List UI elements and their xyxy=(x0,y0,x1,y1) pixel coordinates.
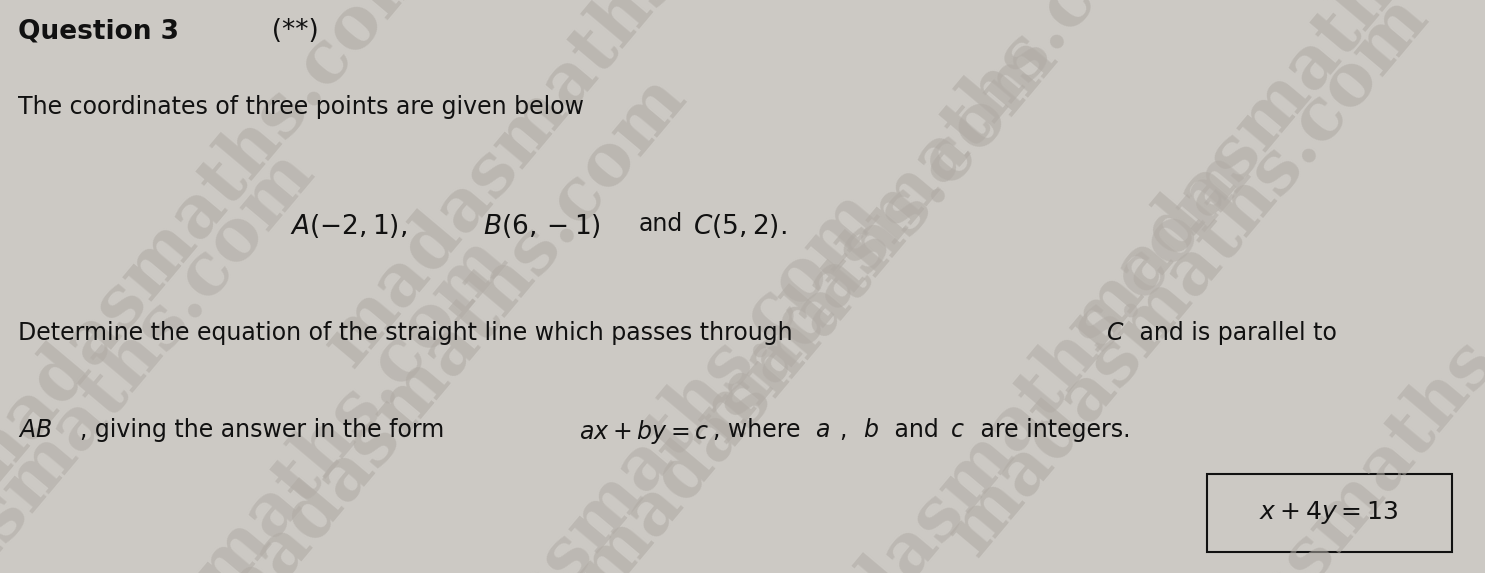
Text: madasmaths.com: madasmaths.com xyxy=(310,0,818,379)
Text: , giving the answer in the form: , giving the answer in the form xyxy=(80,418,451,442)
Text: $ax+by=c$: $ax+by=c$ xyxy=(579,418,710,446)
Text: madasmaths.com: madasmaths.com xyxy=(13,223,521,573)
Text: Question 3: Question 3 xyxy=(18,18,178,44)
Text: The coordinates of three points are given below: The coordinates of three points are give… xyxy=(18,95,584,119)
Text: $b$: $b$ xyxy=(863,418,879,442)
Text: and: and xyxy=(887,418,946,442)
Text: (**): (**) xyxy=(255,18,319,44)
Text: madasmaths.com: madasmaths.com xyxy=(1053,0,1485,362)
Text: $a$: $a$ xyxy=(815,418,830,442)
Text: madasmaths.com: madasmaths.com xyxy=(1127,177,1485,573)
Text: madasmaths.com: madasmaths.com xyxy=(934,0,1442,568)
Text: $x+4y=13$: $x+4y=13$ xyxy=(1259,499,1399,527)
Text: , where: , where xyxy=(713,418,808,442)
Text: $c$: $c$ xyxy=(950,418,965,442)
Text: madasmaths.com: madasmaths.com xyxy=(563,22,1071,573)
Text: and is parallel to: and is parallel to xyxy=(1132,321,1336,345)
Text: $AB$: $AB$ xyxy=(18,418,52,442)
Text: $C$: $C$ xyxy=(1106,321,1124,345)
Text: Determine the equation of the straight line which passes through: Determine the equation of the straight l… xyxy=(18,321,800,345)
Text: $B(6,-1)$: $B(6,-1)$ xyxy=(483,212,600,240)
Text: $A(-2,1),$: $A(-2,1),$ xyxy=(290,212,407,240)
Text: madasmaths.com: madasmaths.com xyxy=(0,0,447,511)
Text: ,: , xyxy=(839,418,846,442)
Text: madasmaths.com: madasmaths.com xyxy=(192,62,699,573)
Text: madasmaths.com: madasmaths.com xyxy=(385,177,892,573)
Text: are integers.: are integers. xyxy=(973,418,1130,442)
Text: madasmaths.com: madasmaths.com xyxy=(0,137,328,573)
Text: madasmaths.com: madasmaths.com xyxy=(682,0,1189,453)
Text: and: and xyxy=(639,212,683,236)
Text: madasmaths.com: madasmaths.com xyxy=(756,137,1264,573)
Text: $C(5,2).$: $C(5,2).$ xyxy=(693,212,787,240)
